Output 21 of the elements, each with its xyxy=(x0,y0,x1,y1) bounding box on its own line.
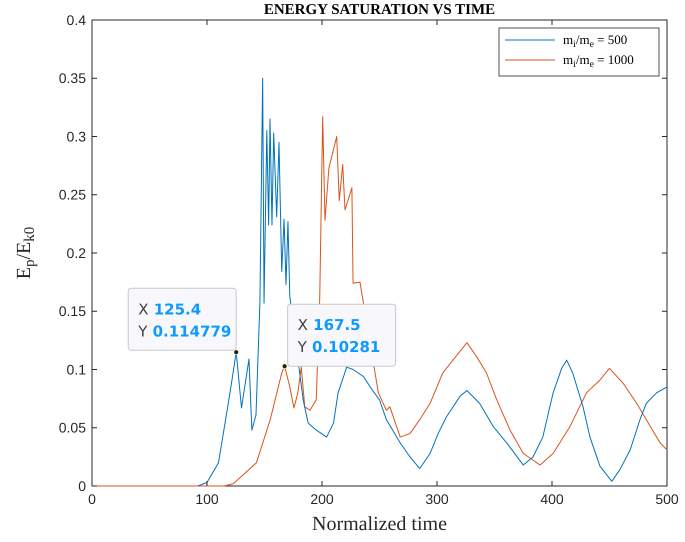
y-tick-label: 0.25 xyxy=(58,186,86,203)
annotation: X 167.5 Y 0.10281 xyxy=(296,316,380,356)
x-tick-label: 0 xyxy=(88,491,96,507)
y-tick-label: 0.15 xyxy=(58,303,86,320)
y-tick-label: 0.4 xyxy=(66,12,86,28)
x-tick-label: 500 xyxy=(655,491,679,507)
x-tick-label: 200 xyxy=(310,491,334,507)
y-tick-label: 0.3 xyxy=(66,128,86,144)
x-tick-label: 400 xyxy=(540,491,564,507)
annotation: X 125.4 Y 0.114779 xyxy=(137,300,232,340)
y-tick-label: 0 xyxy=(78,478,86,494)
x-tick-label: 300 xyxy=(425,491,449,507)
x-axis-title: Normalized time xyxy=(312,513,448,535)
chart-title: ENERGY SATURATION VS TIME xyxy=(264,2,496,18)
y-tick-label: 0.05 xyxy=(58,420,86,436)
y-tick-label: 0.2 xyxy=(66,244,86,261)
legend-label: m$_{i}$/m$_{e}$ = 500 xyxy=(563,32,628,50)
legend-label: m$_{i}$/m$_{e}$ = 1000 xyxy=(563,52,634,70)
y-tick-label: 0.1 xyxy=(66,361,86,378)
x-tick-label: 100 xyxy=(195,491,219,507)
y-tick-label: 0.35 xyxy=(58,70,86,86)
